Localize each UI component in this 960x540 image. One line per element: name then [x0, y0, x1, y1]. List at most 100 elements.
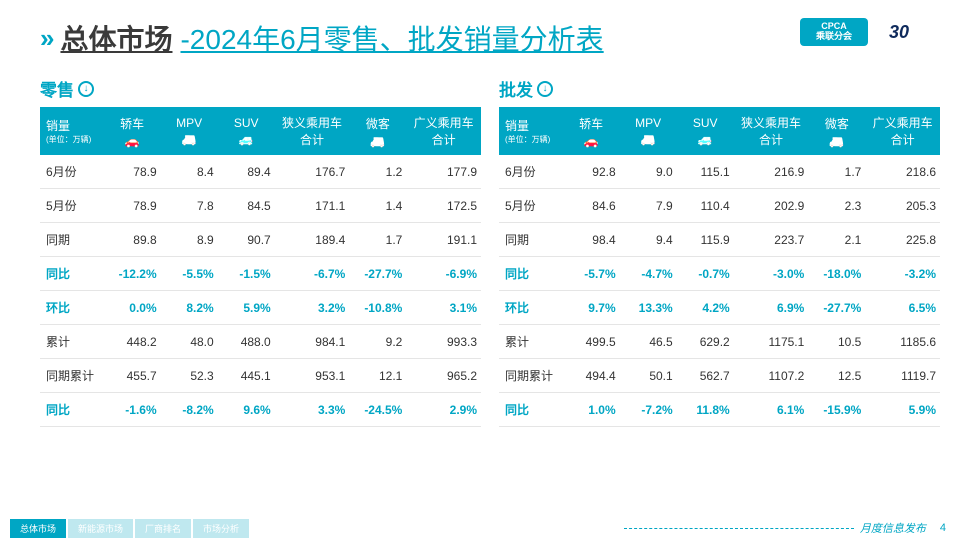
row-label: 同比: [499, 393, 563, 427]
chevron-icon: »: [40, 23, 46, 54]
car-icon: 🚐: [810, 134, 863, 148]
cell: 953.1: [275, 359, 350, 393]
table-row: 环比0.0%8.2%5.9%3.2%-10.8%3.1%: [40, 291, 481, 325]
wholesale-table: 销量(单位：万辆)轿车🚗MPV🚐SUV🚙狭义乘用车合计微客🚐广义乘用车合计 6月…: [499, 107, 940, 427]
footer-tab[interactable]: 厂商排名: [135, 519, 191, 538]
cell: 78.9: [104, 155, 161, 189]
cell: 5.9%: [865, 393, 940, 427]
cell: 110.4: [677, 189, 734, 223]
table-row: 累计499.546.5629.21175.110.51185.6: [499, 325, 940, 359]
table-row: 6月份92.89.0115.1216.91.7218.6: [499, 155, 940, 189]
cell: 1.7: [349, 223, 406, 257]
cell: -6.7%: [275, 257, 350, 291]
cell: 455.7: [104, 359, 161, 393]
cell: 488.0: [218, 325, 275, 359]
cell: -6.9%: [406, 257, 481, 291]
table-row: 同比-12.2%-5.5%-1.5%-6.7%-27.7%-6.9%: [40, 257, 481, 291]
divider: [624, 528, 854, 529]
cell: -10.8%: [349, 291, 406, 325]
cell: 46.5: [620, 325, 677, 359]
cell: 6.5%: [865, 291, 940, 325]
cell: 9.7%: [563, 291, 620, 325]
cell: 12.5: [808, 359, 865, 393]
cell: 172.5: [406, 189, 481, 223]
table-row: 6月份78.98.489.4176.71.2177.9: [40, 155, 481, 189]
car-icon: 🚗: [106, 134, 159, 148]
cell: -27.7%: [808, 291, 865, 325]
cell: 1.4: [349, 189, 406, 223]
cell: 1.7: [808, 155, 865, 189]
footer-tab[interactable]: 市场分析: [193, 519, 249, 538]
cell: 2.3: [808, 189, 865, 223]
row-label: 5月份: [40, 189, 104, 223]
cell: -12.2%: [104, 257, 161, 291]
cell: 11.8%: [677, 393, 734, 427]
footer-tab[interactable]: 新能源市场: [68, 519, 133, 538]
cell: -8.2%: [161, 393, 218, 427]
cell: 223.7: [734, 223, 809, 257]
cell: 984.1: [275, 325, 350, 359]
cell: 445.1: [218, 359, 275, 393]
cell: -0.7%: [677, 257, 734, 291]
cell: -15.9%: [808, 393, 865, 427]
cell: 6.1%: [734, 393, 809, 427]
row-label: 同比: [499, 257, 563, 291]
row-label: 环比: [499, 291, 563, 325]
logo-cpca: CPCA 乘联分会: [800, 18, 868, 46]
car-icon: 🚐: [622, 132, 675, 146]
row-label: 同比: [40, 257, 104, 291]
cell: 12.1: [349, 359, 406, 393]
retail-title: 零售 ↓: [40, 76, 481, 101]
cell: 177.9: [406, 155, 481, 189]
table-row: 5月份78.97.884.5171.11.4172.5: [40, 189, 481, 223]
cell: 1175.1: [734, 325, 809, 359]
cell: 9.2: [349, 325, 406, 359]
header: » 总体市场 -2024年6月零售、批发销量分析表 CPCA 乘联分会 30: [0, 0, 960, 58]
cell: 8.9: [161, 223, 218, 257]
content: 零售 ↓ 销量(单位：万辆)轿车🚗MPV🚐SUV🚙狭义乘用车合计微客🚐广义乘用车…: [0, 58, 960, 427]
cell: -3.0%: [734, 257, 809, 291]
cell: 494.4: [563, 359, 620, 393]
cell: 13.3%: [620, 291, 677, 325]
row-label: 同期: [40, 223, 104, 257]
cell: -7.2%: [620, 393, 677, 427]
cell: -1.5%: [218, 257, 275, 291]
cell: 6.9%: [734, 291, 809, 325]
row-label: 6月份: [499, 155, 563, 189]
cell: 52.3: [161, 359, 218, 393]
cell: 10.5: [808, 325, 865, 359]
row-label: 累计: [499, 325, 563, 359]
cell: 171.1: [275, 189, 350, 223]
cell: 48.0: [161, 325, 218, 359]
cell: 89.4: [218, 155, 275, 189]
table-row: 同期98.49.4115.9223.72.1225.8: [499, 223, 940, 257]
down-arrow-icon: ↓: [78, 81, 94, 97]
cell: 1107.2: [734, 359, 809, 393]
car-icon: 🚐: [351, 134, 404, 148]
footer-right: 月度信息发布 4: [624, 520, 960, 536]
cell: 202.9: [734, 189, 809, 223]
cell: 84.5: [218, 189, 275, 223]
cell: 92.8: [563, 155, 620, 189]
car-icon: 🚐: [163, 132, 216, 146]
table-row: 环比9.7%13.3%4.2%6.9%-27.7%6.5%: [499, 291, 940, 325]
cell: 448.2: [104, 325, 161, 359]
row-label: 同比: [40, 393, 104, 427]
footer-tab[interactable]: 总体市场: [10, 519, 66, 538]
cell: 78.9: [104, 189, 161, 223]
cell: 562.7: [677, 359, 734, 393]
cell: 8.4: [161, 155, 218, 189]
cell: -5.5%: [161, 257, 218, 291]
table-header: 销量(单位：万辆)轿车🚗MPV🚐SUV🚙狭义乘用车合计微客🚐广义乘用车合计: [40, 107, 481, 155]
logos: CPCA 乘联分会 30: [800, 18, 920, 46]
row-label: 环比: [40, 291, 104, 325]
cell: 115.1: [677, 155, 734, 189]
cell: 1.0%: [563, 393, 620, 427]
cell: 4.2%: [677, 291, 734, 325]
wholesale-title: 批发 ↓: [499, 76, 940, 101]
cell: 7.8: [161, 189, 218, 223]
car-icon: 🚙: [220, 132, 273, 146]
table-row: 累计448.248.0488.0984.19.2993.3: [40, 325, 481, 359]
cell: 1119.7: [865, 359, 940, 393]
cell: -5.7%: [563, 257, 620, 291]
